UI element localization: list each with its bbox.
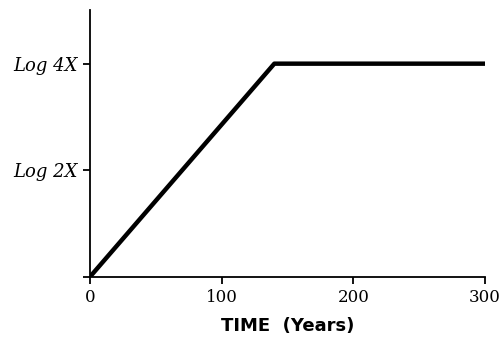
X-axis label: TIME  (Years): TIME (Years) [221, 317, 354, 335]
